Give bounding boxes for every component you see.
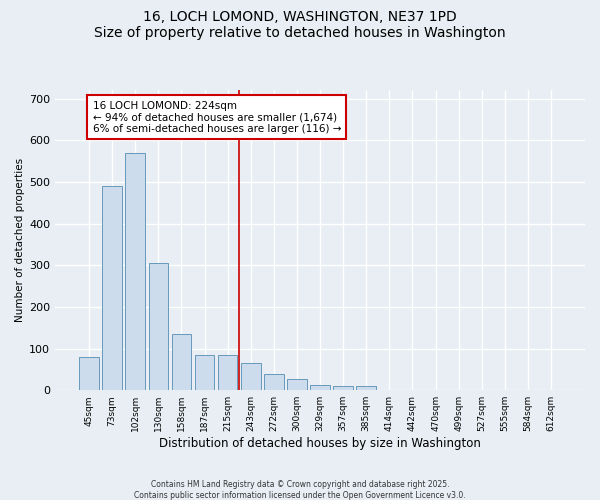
Bar [125, 152, 145, 390]
Bar [310, 385, 330, 390]
Text: Contains HM Land Registry data © Crown copyright and database right 2025.
Contai: Contains HM Land Registry data © Crown c… [134, 480, 466, 500]
Bar [287, 378, 307, 390]
Bar [356, 386, 376, 390]
Y-axis label: Number of detached properties: Number of detached properties [15, 158, 25, 322]
Bar [149, 263, 168, 390]
Text: 16, LOCH LOMOND, WASHINGTON, NE37 1PD
Size of property relative to detached hous: 16, LOCH LOMOND, WASHINGTON, NE37 1PD Si… [94, 10, 506, 40]
Bar [172, 334, 191, 390]
Bar [79, 357, 99, 390]
Bar [218, 355, 238, 390]
Text: 16 LOCH LOMOND: 224sqm
← 94% of detached houses are smaller (1,674)
6% of semi-d: 16 LOCH LOMOND: 224sqm ← 94% of detached… [92, 100, 341, 134]
Bar [241, 363, 260, 390]
Bar [195, 355, 214, 390]
X-axis label: Distribution of detached houses by size in Washington: Distribution of detached houses by size … [159, 437, 481, 450]
Bar [264, 374, 284, 390]
Bar [334, 386, 353, 390]
Bar [103, 186, 122, 390]
